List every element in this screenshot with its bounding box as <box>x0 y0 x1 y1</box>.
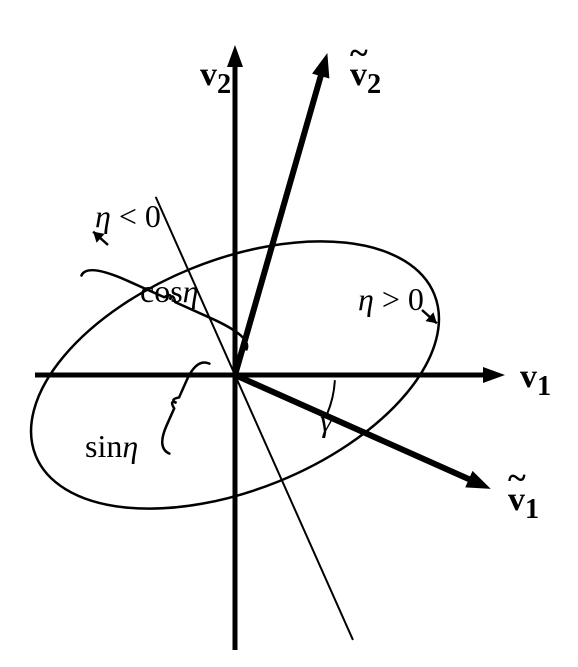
diagram-stage: v1 v2 ~ v 1 ~ v 2 η < 0 η > 0 γ cosη sin… <box>0 0 578 667</box>
v1-tilde-axis-head <box>465 471 491 489</box>
label-eta-neg: η < 0 <box>95 200 161 232</box>
v2-tilde-axis-head <box>312 53 329 79</box>
v1-tilde-axis-shaft <box>235 375 469 479</box>
label-eta-pos: η > 0 <box>358 283 424 315</box>
v2-tilde-axis-shaft <box>235 76 321 375</box>
label-v1-tilde: ~ v 1 <box>508 483 539 524</box>
label-v1: v1 <box>520 360 551 401</box>
label-sin-eta: sinη <box>85 430 138 462</box>
label-gamma: γ <box>320 404 333 436</box>
diagram-svg <box>0 0 578 667</box>
label-v2-tilde: ~ v 2 <box>350 58 381 99</box>
label-cos-eta: cosη <box>140 275 199 307</box>
label-v2: v2 <box>200 58 231 99</box>
v1-axis-head <box>483 367 505 383</box>
